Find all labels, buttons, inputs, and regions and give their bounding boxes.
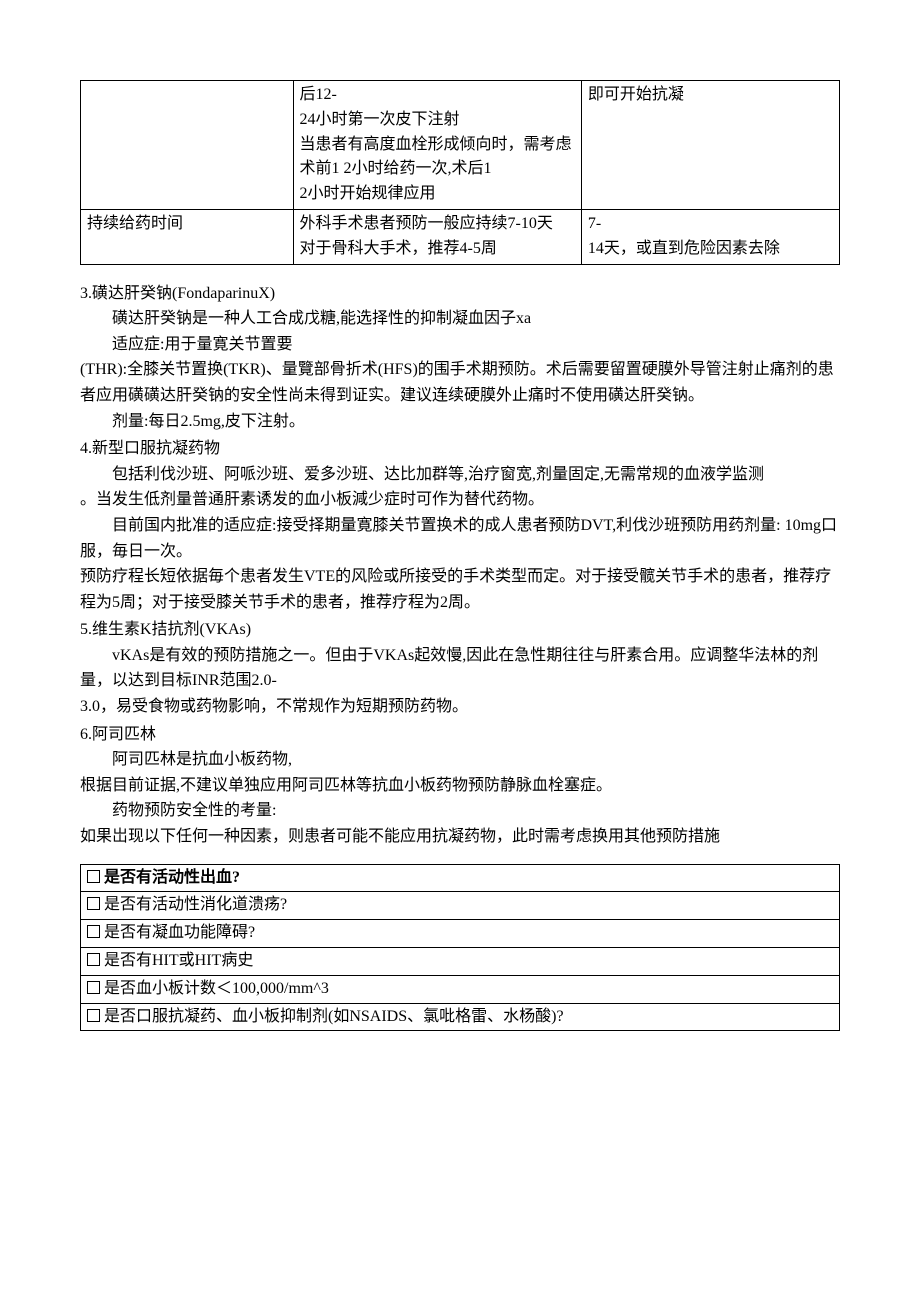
- section-title: 6.阿司匹林: [80, 722, 840, 748]
- checklist-item: 是否口服抗凝药、血小板抑制剂(如NSAIDS、氯吡格雷、水杨酸)?: [81, 1003, 840, 1031]
- paragraph: 3.0，易受食物或药物影响，不常规作为短期预防药物。: [80, 694, 840, 720]
- checklist-header: 是否有活动性出血?: [81, 864, 840, 892]
- section-title: 4.新型口服抗凝药物: [80, 436, 840, 462]
- paragraph: (THR):全膝关节置换(TKR)、量覽部骨折术(HFS)的围手术期预防。术后需…: [80, 357, 840, 408]
- paragraph: 预防疗程长短依据毎个患者发生VTE的风险或所接受的手术类型而定。对于接受髋关节手…: [80, 564, 840, 615]
- checklist-item: 是否有活动性消化道溃疡?: [81, 892, 840, 920]
- paragraph: 目前国内批准的适应症:接受择期量寛膝关节置换术的成人患者预防DVT,利伐沙班预防…: [80, 513, 840, 564]
- dosing-table: 后12-24小时第一次皮下注射当患者有高度血栓形成倾向时，需考虑术前1 2小时给…: [80, 80, 840, 265]
- table-row: 后12-24小时第一次皮下注射当患者有高度血栓形成倾向时，需考虑术前1 2小时给…: [81, 81, 840, 210]
- checklist-text: 是否有凝血功能障碍?: [104, 924, 255, 941]
- checklist-item: 是否血小板计数＜100,000/mm^3: [81, 975, 840, 1003]
- checklist-row: 是否有活动性消化道溃疡?: [81, 892, 840, 920]
- section-title: 3.磺达肝癸钠(FondaparinuX): [80, 281, 840, 307]
- checklist-text: 是否有活动性出血?: [104, 869, 240, 886]
- paragraph: 阿司匹林是抗血小板药物,: [80, 747, 840, 773]
- cell: 后12-24小时第一次皮下注射当患者有高度血栓形成倾向时，需考虑术前1 2小时给…: [293, 81, 581, 210]
- checkbox-icon: [87, 925, 100, 938]
- checklist-item: 是否有凝血功能障碍?: [81, 920, 840, 948]
- checklist-text: 是否有活动性消化道溃疡?: [104, 896, 287, 913]
- cell: 即可开始抗凝: [581, 81, 839, 210]
- checkbox-icon: [87, 953, 100, 966]
- checklist-row: 是否有HIT或HIT病史: [81, 948, 840, 976]
- section-4: 4.新型口服抗凝药物 包括利伐沙班、阿哌沙班、爱多沙班、达比加群等,治疗窗宽,剂…: [80, 436, 840, 615]
- checklist-text: 是否口服抗凝药、血小板抑制剂(如NSAIDS、氯吡格雷、水杨酸)?: [104, 1008, 564, 1025]
- paragraph: 剂量:每日2.5mg,皮下注射。: [80, 409, 840, 435]
- cell: 持续给药时间: [81, 209, 294, 264]
- section-6: 6.阿司匹林 阿司匹林是抗血小板药物, 根据目前证据,不建议单独应用阿司匹林等抗…: [80, 722, 840, 850]
- paragraph: 药物预防安全性的考量:: [80, 798, 840, 824]
- table-row: 持续给药时间 外科手术患者预防一般应持续7-10天对于骨科大手术，推荐4-5周 …: [81, 209, 840, 264]
- cell: 7-14天，或直到危险因素去除: [581, 209, 839, 264]
- section-3: 3.磺达肝癸钠(FondaparinuX) 磺达肝癸钠是一种人工合成戊糖,能选择…: [80, 281, 840, 435]
- checkbox-icon: [87, 897, 100, 910]
- checkbox-icon: [87, 1009, 100, 1022]
- paragraph: 根据目前证据,不建议单独应用阿司匹林等抗血小板药物预防静脉血栓塞症。: [80, 773, 840, 799]
- checklist-row: 是否血小板计数＜100,000/mm^3: [81, 975, 840, 1003]
- paragraph: 如果岀现以下任何一种因素，则患者可能不能应用抗凝药物，此时需考虑换用其他预防措施: [80, 824, 840, 850]
- section-title: 5.维生素K拮抗剂(VKAs): [80, 617, 840, 643]
- checklist-header-row: 是否有活动性出血?: [81, 864, 840, 892]
- paragraph: 磺达肝癸钠是一种人工合成戊糖,能选择性的抑制凝血因子xa: [80, 306, 840, 332]
- checkbox-icon: [87, 870, 100, 883]
- checklist-text: 是否血小板计数＜100,000/mm^3: [104, 980, 329, 997]
- checklist-table: 是否有活动性出血? 是否有活动性消化道溃疡? 是否有凝血功能障碍? 是否有HIT…: [80, 864, 840, 1032]
- paragraph: vKAs是有效的预防措施之一。但由于VKAs起效慢,因此在急性期往往与肝素合用。…: [80, 643, 840, 694]
- paragraph: 。当发生低剂量普通肝素诱发的血小板減少症时可作为替代药物。: [80, 487, 840, 513]
- cell: 外科手术患者预防一般应持续7-10天对于骨科大手术，推荐4-5周: [293, 209, 581, 264]
- checklist-text: 是否有HIT或HIT病史: [104, 952, 253, 969]
- paragraph: 适应症:用于量寛关节置要: [80, 332, 840, 358]
- checkbox-icon: [87, 981, 100, 994]
- section-5: 5.维生素K拮抗剂(VKAs) vKAs是有效的预防措施之一。但由于VKAs起效…: [80, 617, 840, 719]
- checklist-item: 是否有HIT或HIT病史: [81, 948, 840, 976]
- checklist-row: 是否有凝血功能障碍?: [81, 920, 840, 948]
- paragraph: 包括利伐沙班、阿哌沙班、爱多沙班、达比加群等,治疗窗宽,剂量固定,无需常规的血液…: [80, 462, 840, 488]
- checklist-row: 是否口服抗凝药、血小板抑制剂(如NSAIDS、氯吡格雷、水杨酸)?: [81, 1003, 840, 1031]
- cell: [81, 81, 294, 210]
